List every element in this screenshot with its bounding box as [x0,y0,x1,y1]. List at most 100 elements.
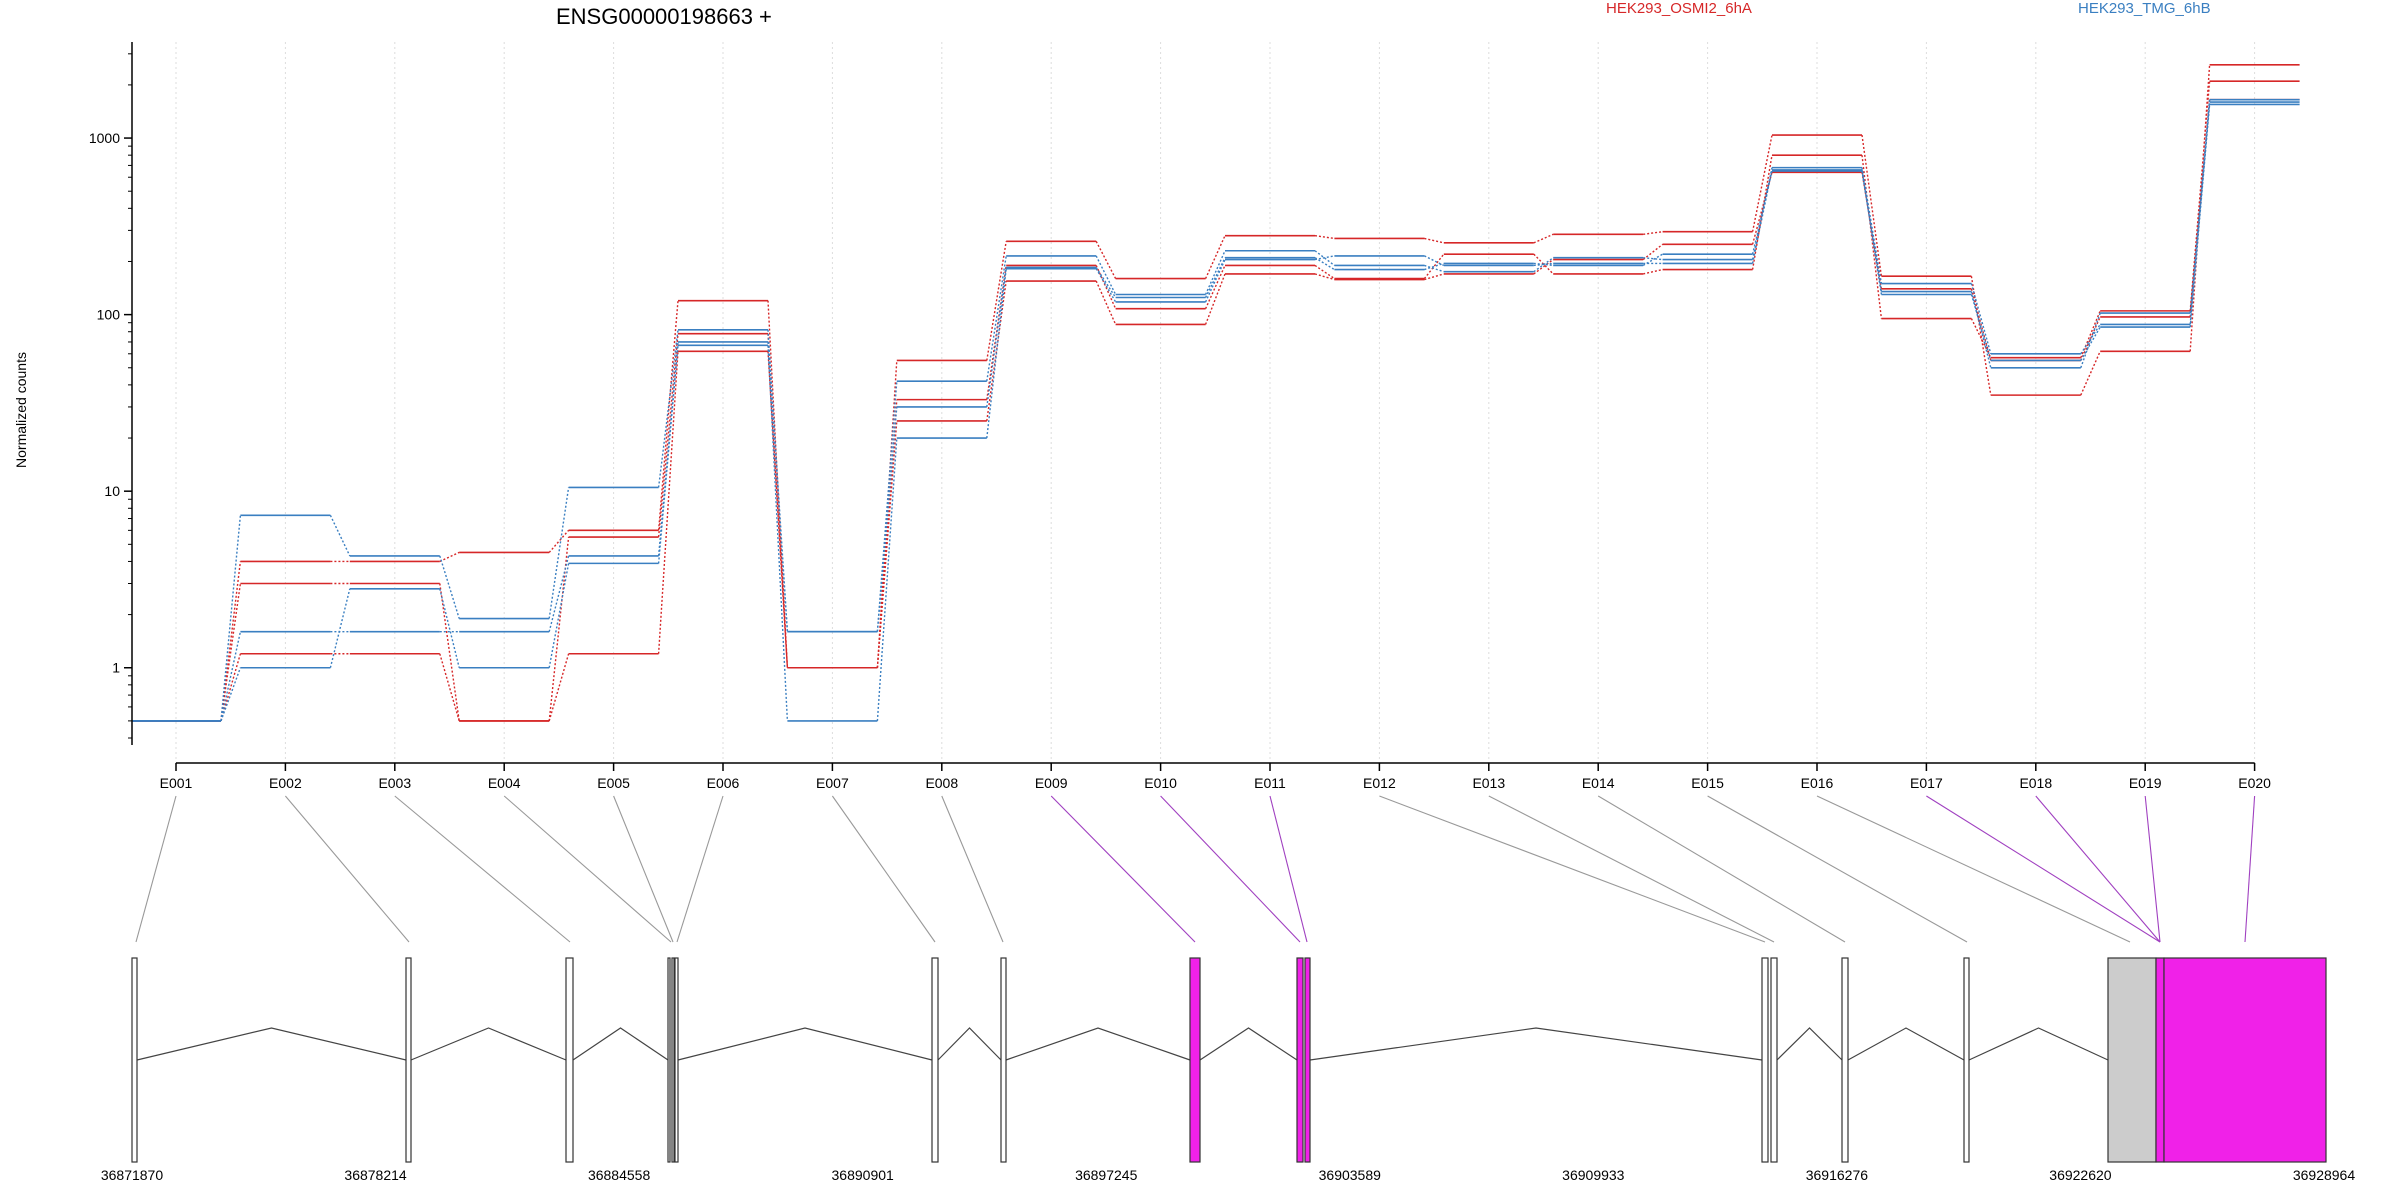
series-connector [986,280,1007,422]
x-tick-label: E005 [597,775,630,791]
series-connector [439,551,460,563]
series-connector [548,536,570,721]
series-connector [767,329,789,632]
series-connector [876,420,898,668]
exon-box [2155,957,2165,1163]
intron-line [1005,1027,1191,1061]
x-tick-label: E004 [488,775,521,791]
series-connector [1095,241,1117,279]
x-tick-label: E002 [269,775,302,791]
exon-box [131,957,138,1163]
series-connector [1424,262,1445,271]
series-5 [132,103,2300,722]
series-connector [2080,310,2101,358]
series-connector [1643,230,1663,236]
x-tick-label: E012 [1363,775,1396,791]
exon-connector [1379,795,1766,943]
series-connector [439,588,460,668]
series-connector [2189,81,2211,311]
series-connector [1643,268,1663,275]
x-tick-label: E007 [816,775,849,791]
series-connector [1314,234,1335,240]
series-connector [876,437,898,721]
series-connector [1204,250,1226,295]
y-tick-label: 1000 [89,130,120,146]
y-tick-label: 1 [112,660,120,676]
series-connector [986,241,1007,361]
series-connector [439,555,460,619]
coordinate-label: 36922620 [2049,1167,2112,1183]
x-tick-label: E011 [1254,775,1286,791]
series-connector [2189,101,2211,325]
series-connector [548,529,570,553]
series-connector [1204,273,1226,325]
series-connector [657,341,679,556]
series-0 [132,63,2300,722]
series-connector [657,329,679,488]
series-2 [132,98,2300,722]
series-connector [329,515,351,557]
coordinate-label: 36897245 [1075,1167,1138,1183]
exon-connector [135,795,177,943]
series-connector [2189,104,2211,328]
exon-box [1189,957,1201,1163]
exon-connector [676,795,724,943]
coordinate-label: 36909933 [1562,1167,1625,1183]
series-connector [1314,264,1335,280]
exon-connector [1707,795,1968,943]
series-connector [767,300,789,668]
intron-line [677,1027,933,1061]
series-connector [1204,257,1226,298]
exon-box [1296,957,1304,1163]
coordinate-label: 36916276 [1806,1167,1869,1183]
x-tick-label: E008 [925,775,958,791]
chart-title: ENSG00000198663 + [556,4,772,29]
series-connector [657,300,679,531]
series-connector [986,268,1007,439]
exon-box [1304,957,1311,1163]
series-connector [1751,155,1773,270]
series-connector [1424,237,1444,244]
x-tick-label: E016 [1801,775,1834,791]
series-connector [548,555,570,632]
x-tick-label: E018 [2019,775,2052,791]
intron-line [1309,1027,1763,1061]
exon-connector [831,795,936,943]
exon-box [1761,957,1769,1163]
grid-lines [175,42,2256,763]
series-connector [1643,257,1663,261]
exon-connector [1050,795,1196,943]
coordinate-label: 36890901 [832,1167,895,1183]
exon-connector [2035,795,2161,943]
x-tick-label: E010 [1144,775,1177,791]
y-axis-label: Normalized counts [13,352,29,468]
exon-connector [2144,795,2161,943]
exon-connector [503,795,672,943]
x-tick-label: E006 [707,775,740,791]
exon-connector [2244,795,2256,943]
series-connector [657,351,679,654]
series-connector [1095,267,1117,298]
coordinate-label: 36903589 [1319,1167,1382,1183]
intron-line [1847,1027,1965,1061]
exon-box [2107,957,2157,1163]
exon-connector [394,795,571,943]
series-connector [657,333,679,538]
exon-connector [1160,795,1301,943]
series-connector [986,265,1007,400]
series-connector [1642,243,1664,261]
exon-box [2163,957,2327,1163]
x-tick-label: E001 [160,775,193,791]
series-connector [2080,324,2101,355]
series-connector [767,341,789,632]
coordinate-label: 36871870 [101,1167,164,1183]
series-connector [1861,169,1883,295]
exon-box [1963,957,1970,1163]
series-connector [1970,291,1992,368]
y-tick-label: 10 [104,483,120,499]
legend-entry-tmg: HEK293_TMG_6hB [2078,0,2211,17]
series-connector [1204,259,1226,303]
series-connector [2080,312,2101,369]
series-connector [1751,134,1773,232]
exon-box [667,957,671,1163]
